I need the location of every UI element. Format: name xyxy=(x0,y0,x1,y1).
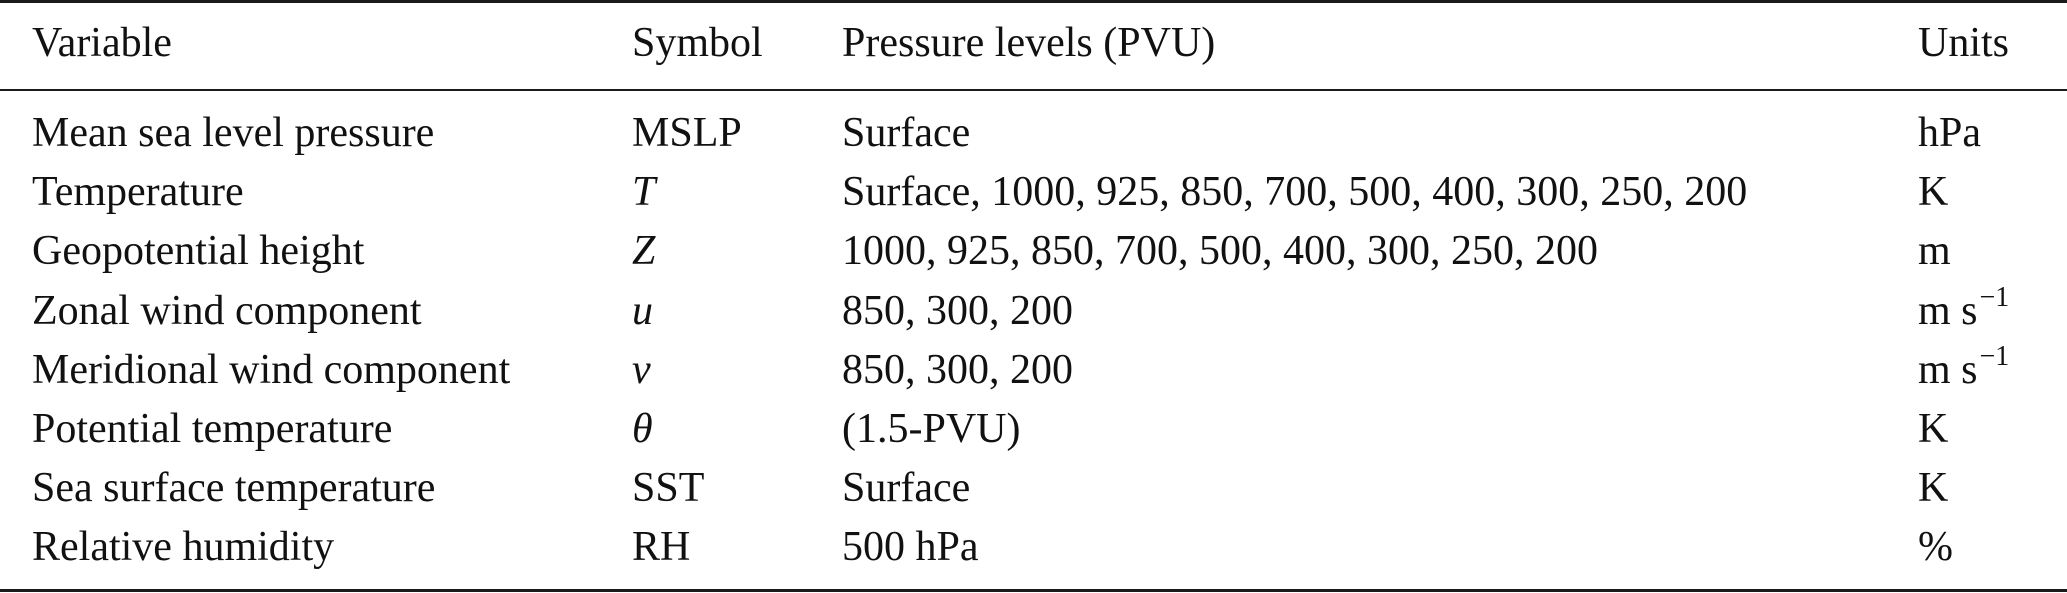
units-text: % xyxy=(1918,524,1953,570)
cell-symbol: Z xyxy=(632,228,656,274)
cell-pressure-levels: Surface xyxy=(842,110,971,156)
units-text: K xyxy=(1918,465,1949,511)
cell-pressure-levels: 500 hPa xyxy=(842,524,979,570)
units-text: hPa xyxy=(1918,110,1981,156)
bottom-rule xyxy=(0,589,2067,592)
units-text: K xyxy=(1918,169,1949,215)
cell-pressure-levels: 1000, 925, 850, 700, 500, 400, 300, 250,… xyxy=(842,228,1598,274)
cell-symbol: θ xyxy=(632,406,653,452)
units-text: m s xyxy=(1918,347,1978,393)
units-exponent: −1 xyxy=(1979,282,2010,313)
cell-pressure-levels: Surface xyxy=(842,465,971,511)
cell-variable: Temperature xyxy=(32,169,244,215)
cell-variable: Sea surface temperature xyxy=(32,465,436,511)
cell-units: K xyxy=(1918,405,1948,453)
cell-pressure-levels: 850, 300, 200 xyxy=(842,288,1073,334)
cell-units: K xyxy=(1918,464,1948,512)
cell-symbol: RH xyxy=(632,524,691,570)
units-text: m xyxy=(1918,228,1951,274)
units-text: K xyxy=(1918,406,1949,452)
top-rule xyxy=(0,0,2067,3)
cell-pressure-levels: 850, 300, 200 xyxy=(842,347,1073,393)
header-pressure-levels: Pressure levels (PVU) xyxy=(842,20,1216,66)
cell-units: K xyxy=(1918,168,1948,216)
cell-units: m xyxy=(1918,227,1951,275)
cell-symbol: SST xyxy=(632,465,705,511)
cell-symbol: u xyxy=(632,288,653,334)
cell-variable: Potential temperature xyxy=(32,406,393,452)
header-variable: Variable xyxy=(32,20,172,66)
cell-variable: Mean sea level pressure xyxy=(32,110,435,156)
header-symbol: Symbol xyxy=(632,20,763,66)
cell-pressure-levels: (1.5-PVU) xyxy=(842,406,1021,452)
cell-variable: Relative humidity xyxy=(32,524,335,570)
units-text: m s xyxy=(1918,288,1978,334)
cell-units: m s−1 xyxy=(1918,282,2009,340)
header-rule xyxy=(0,89,2067,91)
cell-variable: Zonal wind component xyxy=(32,288,422,334)
cell-variable: Meridional wind component xyxy=(32,347,511,393)
cell-units: m s−1 xyxy=(1918,341,2009,399)
cell-symbol: T xyxy=(632,169,656,215)
header-units: Units xyxy=(1918,20,2010,66)
units-exponent: −1 xyxy=(1979,341,2010,372)
cell-units: % xyxy=(1918,523,1953,571)
cell-symbol: MSLP xyxy=(632,110,742,156)
cell-units: hPa xyxy=(1918,109,1981,157)
cell-symbol: v xyxy=(632,347,651,393)
cell-pressure-levels: Surface, 1000, 925, 850, 700, 500, 400, … xyxy=(842,169,1748,215)
cell-variable: Geopotential height xyxy=(32,228,365,274)
